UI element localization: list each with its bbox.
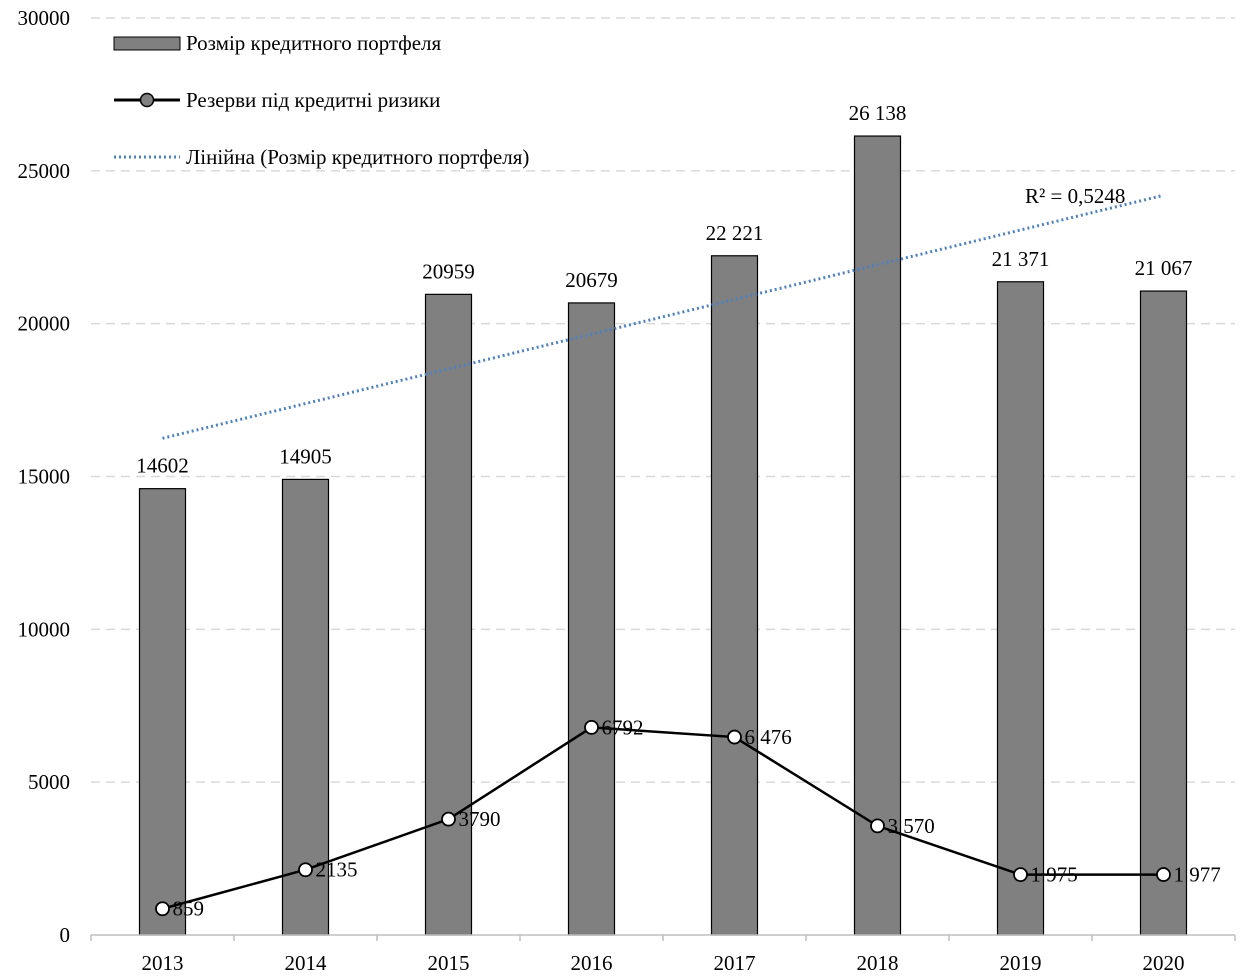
x-tick-label: 2016 [571,951,613,975]
bar [996,281,1045,936]
line-point [727,729,742,745]
y-tick-label: 10000 [18,617,71,641]
y-tick-label: 15000 [18,465,71,489]
x-tick-label: 2013 [142,951,184,975]
x-tick-label: 2020 [1143,951,1185,975]
y-tick-label: 0 [60,923,71,947]
bar [853,135,902,936]
bar-data-label: 21 067 [1135,256,1193,280]
line-data-label: 3 570 [888,814,935,838]
bar-data-label: 20679 [565,268,618,292]
bar [424,293,473,936]
y-tick-label: 30000 [18,6,71,30]
bar-data-label: 26 138 [849,101,907,125]
x-tick-label: 2017 [714,951,756,975]
line-data-labels: 859 2135 3790 6792 6 476 3 570 1 975 1 977 [173,715,1221,920]
axes: 0 5000 10000 15000 20000 25000 30000 2013 2014 20… [18,6,1236,975]
bar-series [138,135,1188,936]
line-point [584,719,599,735]
x-tick-label: 2019 [1000,951,1042,975]
line-data-label: 6 476 [745,725,792,749]
line-data-label: 3790 [459,807,501,831]
legend-line-marker [139,92,155,108]
line-data-label: 2135 [316,858,358,882]
r2-label: R² = 0,5248 [1025,184,1125,208]
bar-data-label: 22 221 [706,221,764,245]
legend-bar-swatch [113,36,181,51]
trendline-series [162,193,1164,440]
y-tick-label: 5000 [28,770,70,794]
bar-data-label: 21 371 [992,247,1050,271]
line-point [298,862,313,878]
bar-data-label: 20959 [422,259,475,283]
bar-data-label: 14602 [136,454,189,478]
bar-data-label: 14905 [279,444,332,468]
trendline [162,193,1164,440]
line-point [1156,867,1171,882]
line-series [155,719,1171,917]
x-tick-label: 2015 [428,951,470,975]
line-data-label: 859 [173,897,205,921]
line-data-label: 6792 [602,715,644,739]
y-tick-label: 25000 [18,159,71,183]
gridlines [91,17,1235,783]
legend-line-label: Резерви під кредитні ризики [186,88,440,112]
line-data-label: 1 975 [1031,863,1078,887]
bar [567,302,616,936]
bar [138,488,187,936]
line-point [1013,867,1028,883]
line-point [870,818,885,834]
y-tick-label: 20000 [18,312,71,336]
line-point [441,811,456,827]
x-tick-label: 2018 [857,951,899,975]
reserves-line [162,726,1164,910]
legend: Розмір кредитного портфеля Резерви під к… [113,31,529,169]
legend-trend-label: Лінійна (Розмір кредитного портфеля) [186,145,529,169]
x-tick-label: 2014 [285,951,328,975]
bar-data-labels: 14602 14905 20959 20679 22 221 26 138 21 371 21… [136,101,1192,478]
line-data-label: 1 977 [1174,863,1221,887]
line-point [155,901,170,917]
bar [1139,290,1188,936]
legend-bar-label: Розмір кредитного портфеля [186,31,441,55]
bar [710,255,759,936]
